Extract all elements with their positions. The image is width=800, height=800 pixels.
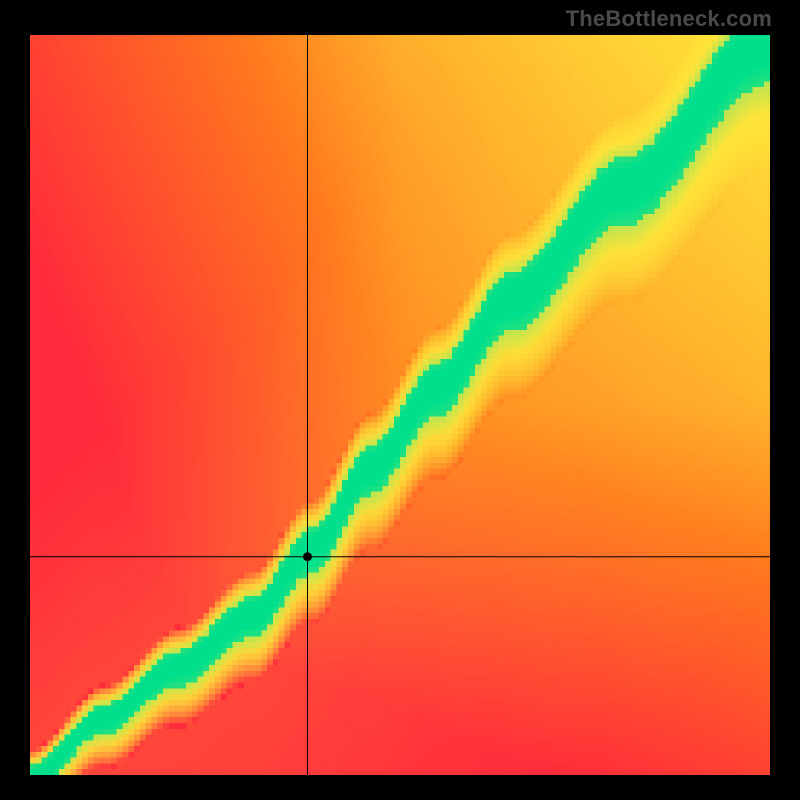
- attribution-label: TheBottleneck.com: [566, 6, 772, 32]
- bottleneck-heatmap: [30, 35, 770, 775]
- chart-stage: TheBottleneck.com: [0, 0, 800, 800]
